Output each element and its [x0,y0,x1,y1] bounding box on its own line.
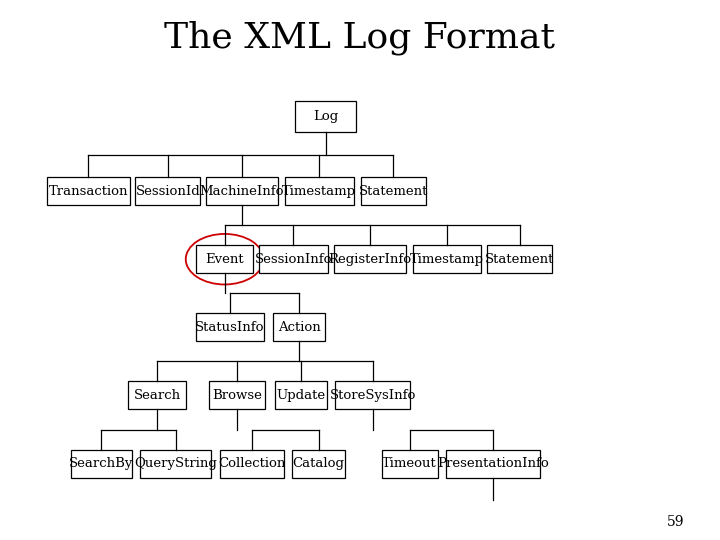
Text: PresentationInfo: PresentationInfo [437,457,549,470]
Text: SessionId: SessionId [135,185,200,198]
FancyBboxPatch shape [275,381,327,409]
FancyBboxPatch shape [196,245,253,273]
Text: Browse: Browse [212,389,262,402]
FancyBboxPatch shape [209,381,265,409]
Text: Timestamp: Timestamp [282,185,356,198]
Text: Event: Event [205,253,244,266]
FancyBboxPatch shape [71,450,132,478]
FancyBboxPatch shape [273,313,325,341]
FancyBboxPatch shape [361,177,426,205]
Text: MachineInfo: MachineInfo [199,185,284,198]
Text: RegisterInfo: RegisterInfo [328,253,412,266]
FancyBboxPatch shape [285,177,354,205]
FancyBboxPatch shape [487,245,552,273]
FancyBboxPatch shape [382,450,438,478]
FancyBboxPatch shape [135,177,200,205]
FancyBboxPatch shape [140,450,211,478]
Text: StatusInfo: StatusInfo [195,321,265,334]
Text: Collection: Collection [218,457,286,470]
FancyBboxPatch shape [128,381,186,409]
Text: Transaction: Transaction [48,185,128,198]
Text: Search: Search [133,389,181,402]
FancyBboxPatch shape [47,177,130,205]
Text: Statement: Statement [485,253,554,266]
Text: Update: Update [276,389,325,402]
FancyBboxPatch shape [295,101,356,132]
FancyBboxPatch shape [334,245,406,273]
FancyBboxPatch shape [292,450,345,478]
Text: Timestamp: Timestamp [410,253,484,266]
Text: Timeout: Timeout [382,457,437,470]
Text: QueryString: QueryString [134,457,217,470]
Text: Action: Action [278,321,320,334]
FancyBboxPatch shape [446,450,540,478]
FancyBboxPatch shape [206,177,278,205]
Text: 59: 59 [667,515,684,529]
Text: The XML Log Format: The XML Log Format [164,21,556,55]
Text: Log: Log [313,110,338,123]
FancyBboxPatch shape [220,450,284,478]
FancyBboxPatch shape [413,245,481,273]
Text: StoreSysInfo: StoreSysInfo [330,389,415,402]
FancyBboxPatch shape [196,313,264,341]
FancyBboxPatch shape [259,245,328,273]
Text: SearchBy: SearchBy [69,457,133,470]
Text: SessionInfo: SessionInfo [255,253,332,266]
Text: Statement: Statement [359,185,428,198]
Text: Catalog: Catalog [292,457,345,470]
FancyBboxPatch shape [335,381,410,409]
